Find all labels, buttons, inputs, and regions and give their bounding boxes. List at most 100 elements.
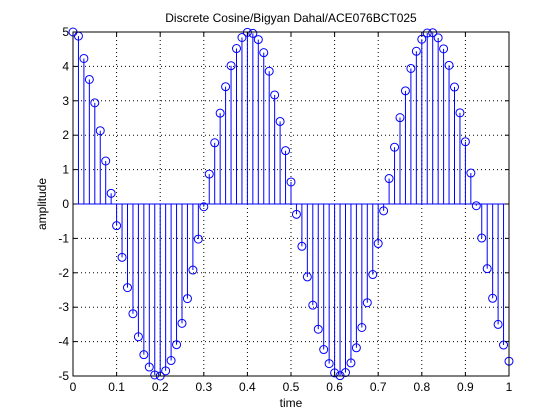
stem-marker xyxy=(188,265,198,275)
y-tick-label: 4 xyxy=(62,59,69,73)
stem-marker xyxy=(482,264,492,274)
stem-marker xyxy=(226,61,236,71)
stem-marker xyxy=(330,368,340,378)
stem-marker xyxy=(433,33,443,43)
stem-marker xyxy=(215,108,225,118)
stem-marker xyxy=(406,63,416,73)
y-tick-label: -1 xyxy=(58,231,69,245)
stem-marker xyxy=(428,28,438,38)
stem-marker xyxy=(264,66,274,76)
y-tick-label: 2 xyxy=(62,128,69,142)
stem-marker xyxy=(133,332,143,342)
stem-marker xyxy=(384,174,394,184)
stem-marker xyxy=(291,209,301,219)
stem-marker xyxy=(84,74,94,84)
y-tick-label: -3 xyxy=(58,300,69,314)
stem-marker xyxy=(466,168,476,178)
x-tick-label: 0.9 xyxy=(457,380,474,394)
stem-marker xyxy=(199,202,209,212)
y-tick-label: 5 xyxy=(62,25,69,39)
stem-marker xyxy=(166,356,176,366)
x-tick-label: 0.2 xyxy=(152,380,169,394)
stem-marker xyxy=(232,44,241,54)
y-tick-label: -5 xyxy=(58,369,69,383)
stem-marker xyxy=(259,48,269,58)
stem-marker xyxy=(128,309,138,319)
stem-marker xyxy=(193,234,203,244)
stem-marker xyxy=(182,294,192,304)
x-tick-label: 0.5 xyxy=(283,380,300,394)
stem-marker xyxy=(144,362,154,372)
stem-marker xyxy=(313,324,323,334)
stem-marker xyxy=(79,53,89,63)
x-tick-label: 0 xyxy=(70,380,77,394)
y-tick-label: 3 xyxy=(62,94,69,108)
x-tick-label: 0.1 xyxy=(108,380,125,394)
chart-title: Discrete Cosine/Bigyan Dahal/ACE076BCT02… xyxy=(165,11,417,25)
stem-marker xyxy=(346,358,356,368)
stem-marker xyxy=(248,28,258,38)
stem-marker xyxy=(117,252,127,262)
x-axis-label: time xyxy=(280,396,303,410)
stem-marker xyxy=(499,340,509,350)
stem-marker xyxy=(460,137,470,147)
stem-marker xyxy=(395,113,405,123)
stem-marker xyxy=(270,90,280,100)
y-tick-label: 1 xyxy=(62,163,69,177)
x-tick-label: 0.7 xyxy=(370,380,387,394)
stem-marker xyxy=(362,298,372,308)
stem-marker xyxy=(112,221,122,231)
stem-marker xyxy=(450,82,459,92)
stem-marker xyxy=(150,370,160,380)
stem-marker xyxy=(210,138,220,148)
stem-marker xyxy=(302,272,312,282)
stem-marker xyxy=(422,28,432,38)
stem-marker xyxy=(373,239,383,249)
stem-marker xyxy=(444,60,454,70)
stem-marker xyxy=(221,82,231,92)
y-axis-label: amplitude xyxy=(35,178,49,230)
stem-marker xyxy=(455,108,465,118)
stem-marker xyxy=(493,319,503,329)
stem-marker xyxy=(379,206,389,216)
y-tick-label: -2 xyxy=(58,266,69,280)
stem-marker xyxy=(390,142,400,152)
axis-ticks xyxy=(72,31,510,377)
stem-marker xyxy=(319,345,329,355)
stem-marker xyxy=(253,35,263,45)
x-tick-label: 1 xyxy=(506,380,513,394)
stem-marker xyxy=(106,188,116,198)
x-tick-label: 0.3 xyxy=(195,380,212,394)
stem-marker xyxy=(471,201,481,211)
stem-marker xyxy=(90,98,100,108)
stem-marker xyxy=(286,177,296,187)
stem-marker xyxy=(357,322,367,332)
stem-marker xyxy=(297,241,307,251)
x-tick-label: 0.4 xyxy=(239,380,256,394)
y-tick-label: -4 xyxy=(58,335,69,349)
stem-marker xyxy=(177,318,187,328)
stem-marker xyxy=(341,368,350,378)
stem-marker xyxy=(351,343,361,353)
x-tick-label: 0.6 xyxy=(326,380,343,394)
stem-marker xyxy=(95,126,105,136)
stem-marker xyxy=(439,44,449,54)
y-tick-label: 0 xyxy=(62,197,69,211)
stem-marker xyxy=(123,283,132,293)
stem-marker xyxy=(477,233,487,243)
stem-marker xyxy=(324,359,334,369)
x-tick-labels: 0 0.1 0.2 0.3 0.4 0.5 0.6 0.7 0.8 0.9 1 xyxy=(70,380,513,394)
markers xyxy=(68,27,514,381)
stem-marker xyxy=(400,86,410,96)
stem-marker xyxy=(237,33,247,43)
stem-marker xyxy=(281,146,291,156)
stem-marker xyxy=(411,46,421,56)
stem-marker xyxy=(488,293,498,303)
stem-marker xyxy=(368,270,378,280)
stem-marker xyxy=(101,156,111,166)
stem-marker xyxy=(308,300,318,310)
stem-marker xyxy=(204,169,214,179)
x-tick-label: 0.8 xyxy=(413,380,430,394)
stem-marker xyxy=(275,116,285,126)
